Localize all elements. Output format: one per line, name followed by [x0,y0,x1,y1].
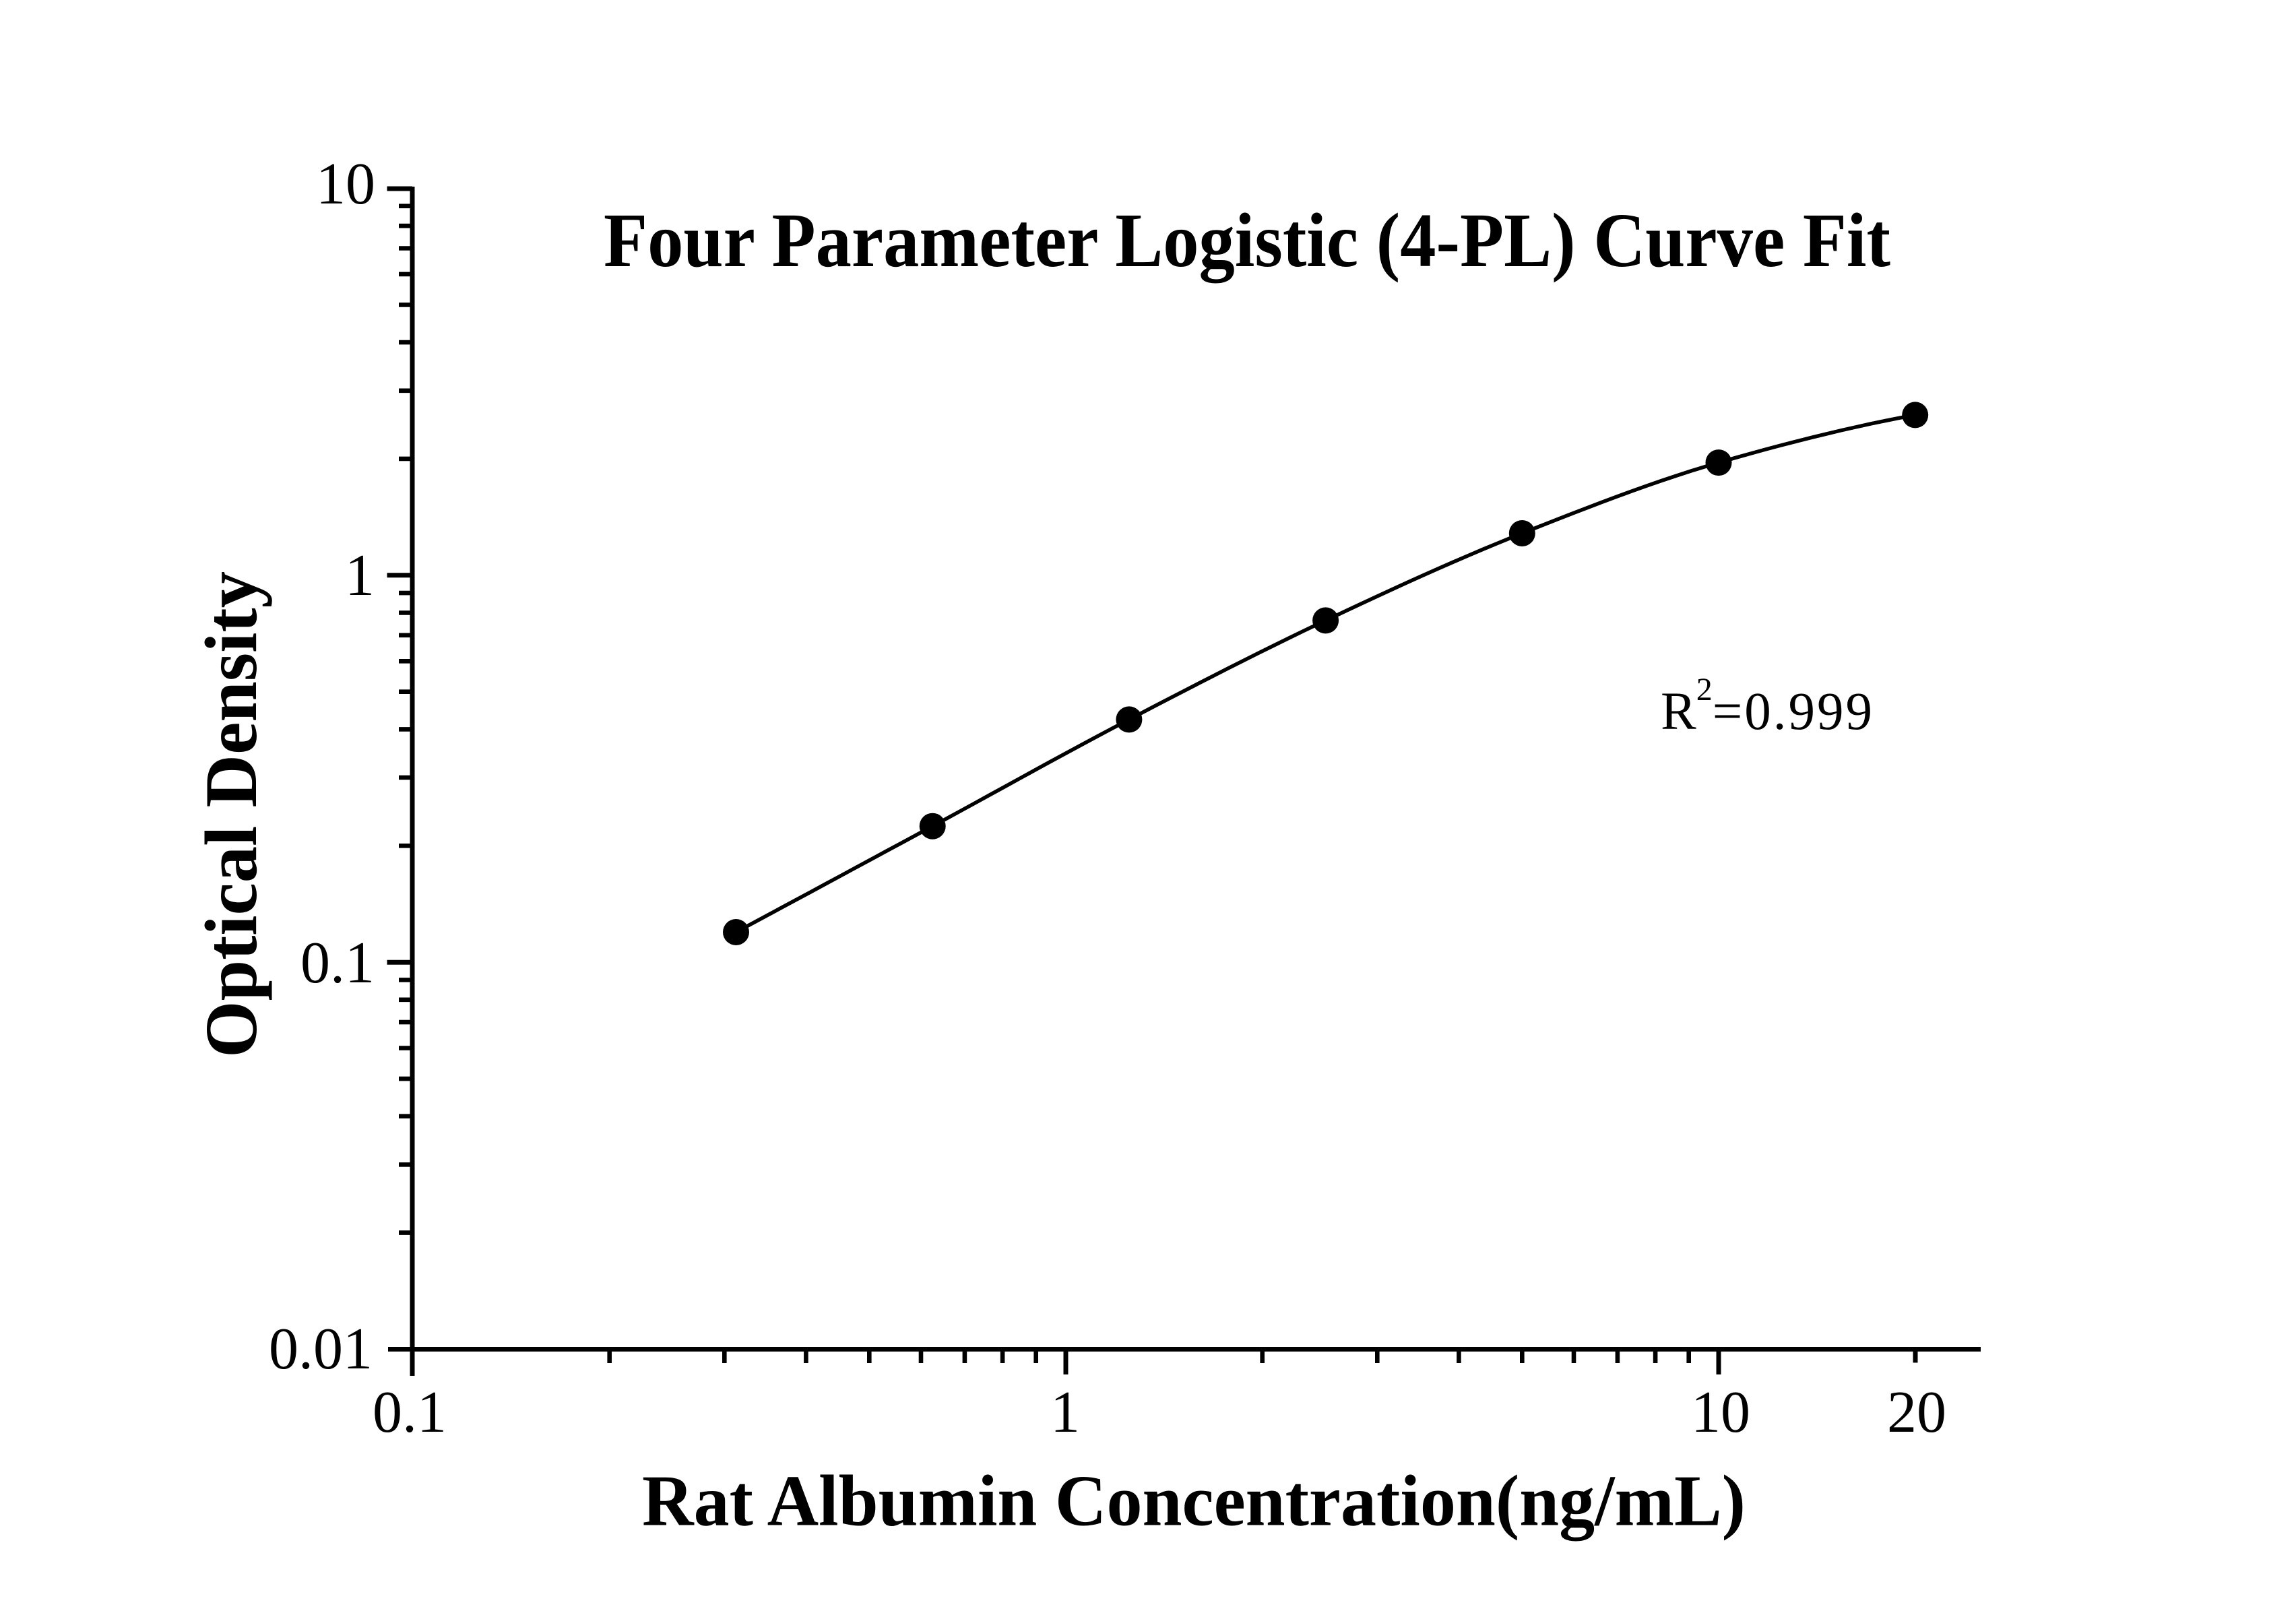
svg-text:1: 1 [1050,1380,1080,1445]
svg-text:Rat Albumin Concentration(ng/m: Rat Albumin Concentration(ng/mL) [642,1461,1746,1542]
svg-text:20: 20 [1887,1380,1946,1445]
svg-text:10: 10 [316,152,375,217]
svg-text:0.1: 0.1 [373,1380,447,1445]
svg-text:Optical Density: Optical Density [190,571,272,1058]
svg-text:0.01: 0.01 [269,1317,373,1382]
svg-text:1: 1 [345,543,375,608]
svg-text:0.1: 0.1 [300,930,375,996]
svg-text:R2=0.999: R2=0.999 [1661,672,1874,741]
svg-text:10: 10 [1691,1380,1750,1445]
svg-text:Four Parameter Logistic (4-PL): Four Parameter Logistic (4-PL) Curve Fit [604,197,1890,283]
